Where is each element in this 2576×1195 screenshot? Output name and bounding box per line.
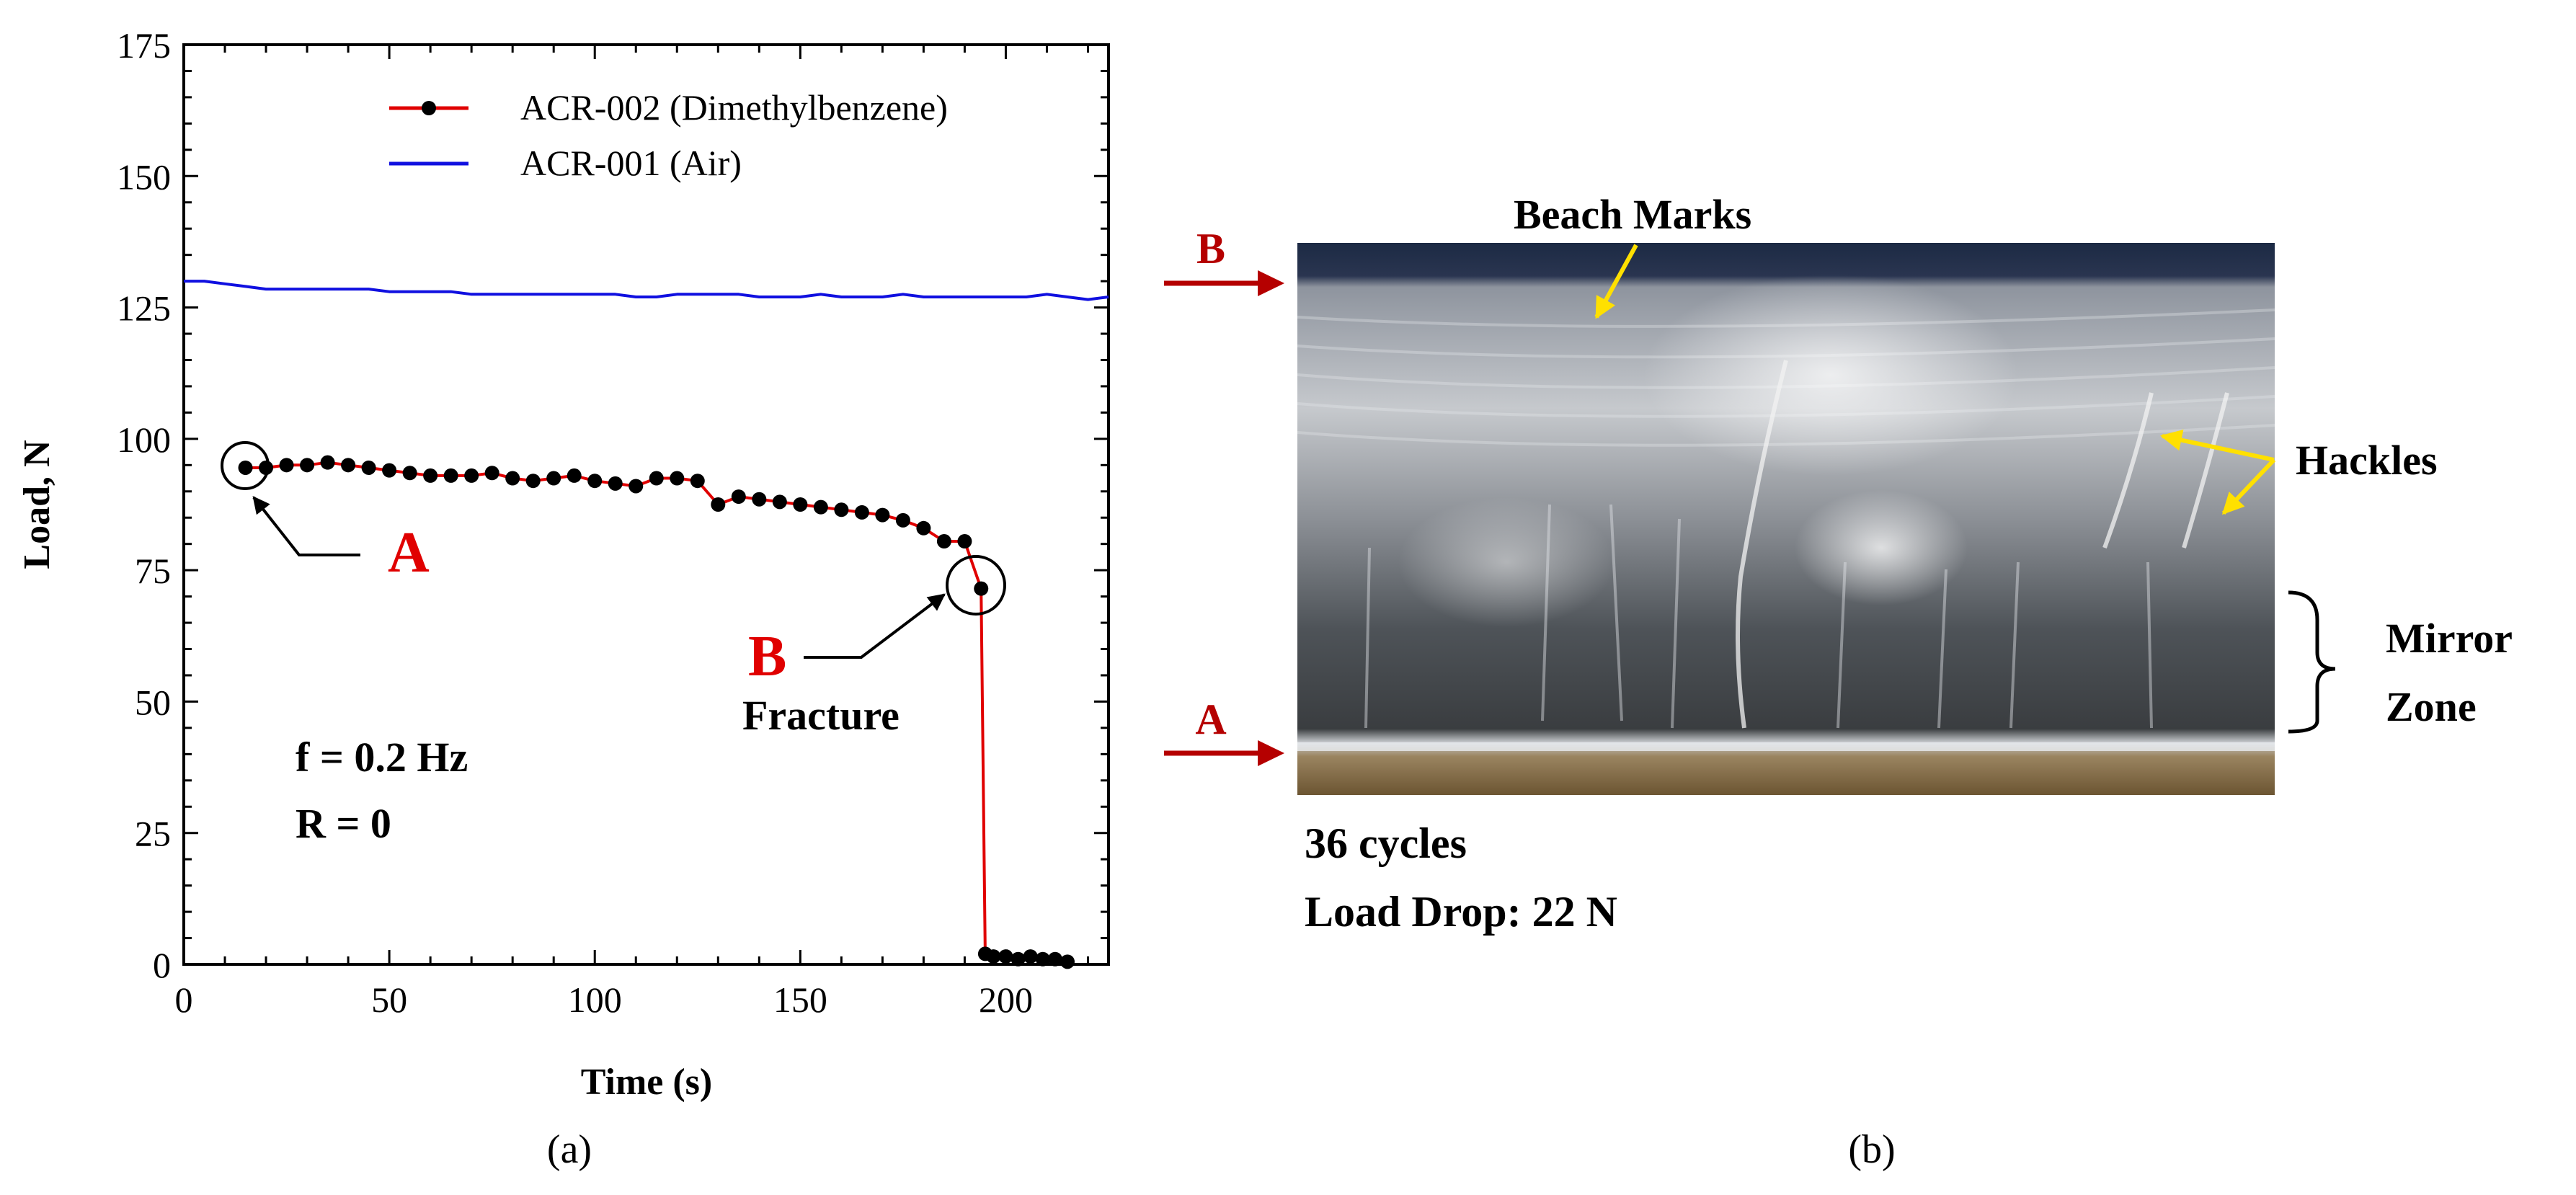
x-tick-labels: 0 50 100 150 200 — [175, 979, 1033, 1020]
data-point — [731, 489, 746, 505]
data-point — [341, 458, 356, 473]
data-point — [936, 534, 951, 549]
x-axis-label: Time (s) — [581, 1062, 712, 1103]
legend-label-series-1: ACR-002 (Dimethylbenzene) — [520, 87, 948, 128]
data-point — [587, 474, 603, 489]
panel-a-caption: (a) — [547, 1127, 592, 1172]
data-point — [279, 458, 294, 473]
data-point — [608, 476, 623, 491]
data-point — [1035, 951, 1050, 967]
y-tick-label: 75 — [135, 551, 171, 591]
y-tick-labels: 0 25 50 75 100 125 150 175 — [117, 25, 171, 985]
data-point — [505, 471, 520, 486]
edge-a-label: A — [1195, 696, 1226, 743]
point-b-label: B — [748, 625, 786, 688]
x-tick-label: 100 — [568, 979, 622, 1020]
y-tick-label: 100 — [117, 419, 171, 460]
data-point — [629, 479, 644, 494]
data-point — [670, 471, 685, 486]
data-point — [752, 492, 767, 507]
panel-a-chart: 0 25 50 75 100 125 150 175 0 50 100 150 200 Load, N… — [17, 25, 1110, 1172]
axis-ticks — [182, 43, 1109, 966]
data-point — [772, 494, 787, 510]
data-point — [875, 507, 890, 523]
hackles-label: Hackles — [2296, 437, 2438, 484]
data-point — [813, 499, 828, 515]
data-point — [793, 497, 808, 512]
y-tick-label: 150 — [117, 156, 171, 197]
data-point — [546, 471, 561, 486]
annotations: A B Fracture f = 0.2 Hz R = 0 — [221, 441, 1006, 847]
data-point — [1060, 954, 1075, 969]
data-point — [300, 458, 315, 473]
data-point — [916, 520, 931, 536]
fracture-surface-photo — [1297, 243, 2275, 795]
x-tick-label: 0 — [175, 979, 193, 1020]
hackles-arrow-1 — [2160, 429, 2275, 462]
x-tick-label: 150 — [773, 979, 827, 1020]
x-tick-label: 200 — [979, 979, 1033, 1020]
data-point — [238, 460, 253, 475]
data-point — [443, 468, 458, 483]
load-ratio-label: R = 0 — [296, 800, 391, 847]
frequency-label: f = 0.2 Hz — [296, 734, 468, 781]
data-point — [986, 949, 1001, 964]
data-point — [1023, 949, 1038, 964]
data-point — [402, 466, 417, 481]
load-drop-label: Load Drop: 22 N — [1305, 888, 1617, 936]
point-b-circle — [946, 555, 1006, 616]
data-point — [895, 512, 910, 528]
legend-label-series-2: ACR-001 (Air) — [520, 143, 742, 183]
data-point — [690, 474, 705, 489]
beach-marks-label: Beach Marks — [1514, 191, 1751, 238]
legend-marker-series-1 — [422, 101, 436, 115]
series-layer — [184, 280, 1109, 969]
x-tick-label: 50 — [371, 979, 407, 1020]
data-point — [1047, 951, 1062, 967]
y-tick-label: 175 — [117, 25, 171, 66]
panel-b-caption: (b) — [1848, 1127, 1895, 1172]
legend: ACR-002 (Dimethylbenzene) ACR-001 (Air) — [389, 87, 948, 183]
y-axis-label: Load, N — [17, 440, 58, 569]
hackles-arrow-2 — [2221, 458, 2276, 515]
edge-a-arrow-head — [1258, 740, 1284, 766]
panel-b-fractograph: B A Beach Marks Hackles Mirror Zone 36 c… — [1164, 191, 2513, 1172]
data-point — [957, 534, 972, 549]
point-a-circle — [221, 441, 270, 490]
y-tick-label: 25 — [135, 814, 171, 854]
data-point — [464, 468, 479, 483]
edge-b-arrow-head — [1258, 270, 1284, 296]
cycles-label: 36 cycles — [1305, 819, 1467, 867]
data-point — [998, 949, 1013, 964]
data-point — [320, 455, 335, 470]
data-point — [974, 581, 989, 596]
point-a-label: A — [388, 521, 430, 585]
mirror-zone-label-line1: Mirror — [2386, 615, 2513, 662]
data-point — [382, 463, 397, 478]
data-point — [484, 466, 499, 481]
y-tick-label: 125 — [117, 288, 171, 329]
fracture-label: Fracture — [742, 692, 900, 739]
data-point — [854, 505, 869, 520]
mirror-zone-label-line2: Zone — [2386, 683, 2477, 730]
data-point — [649, 471, 664, 486]
data-point — [423, 468, 438, 483]
data-point — [711, 497, 726, 512]
y-tick-label: 0 — [153, 945, 171, 985]
point-a-arrow — [252, 496, 360, 556]
point-b-arrow — [804, 593, 946, 659]
edge-b-label: B — [1196, 225, 1225, 272]
data-point — [834, 502, 849, 517]
y-tick-label: 50 — [135, 682, 171, 722]
data-point — [259, 460, 274, 475]
data-point — [1011, 951, 1026, 967]
data-point — [361, 460, 376, 475]
data-point — [567, 468, 582, 483]
beach-marks-arrow — [1594, 244, 1638, 319]
plot-frame — [182, 43, 1110, 966]
series-line-2 — [184, 280, 1109, 301]
data-point — [525, 474, 541, 489]
mirror-zone-brace — [2288, 590, 2336, 734]
